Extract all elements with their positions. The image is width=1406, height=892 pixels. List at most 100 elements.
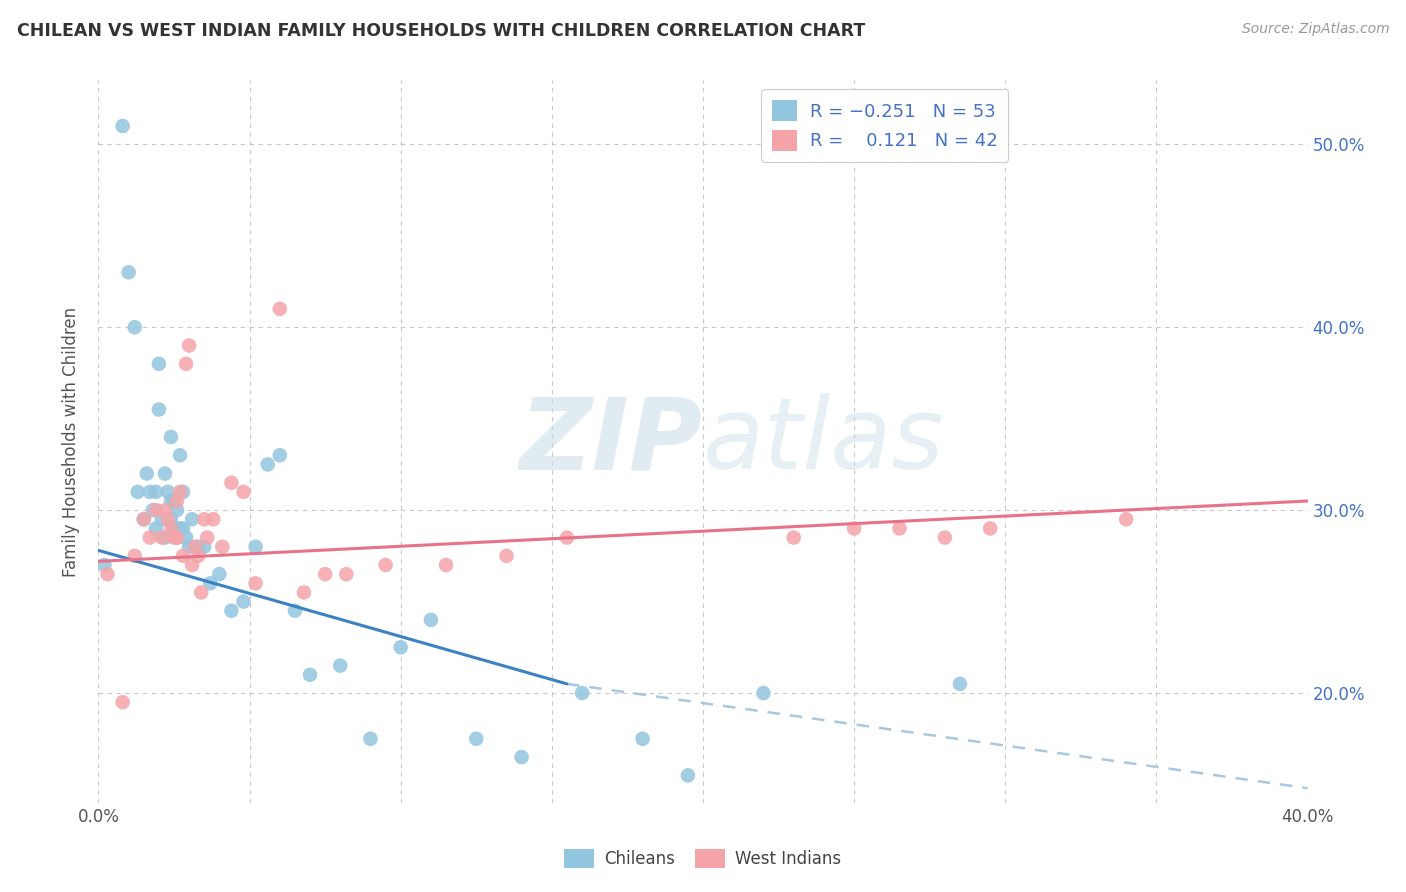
Point (221, 475, 243, 490)
Point (96, 567, 118, 582)
Point (1115, 512, 1137, 526)
Point (124, 320, 146, 334)
Point (752, 686, 775, 700)
Point (150, 512, 173, 526)
Point (163, 494, 186, 508)
Point (389, 640, 412, 655)
Point (160, 494, 183, 508)
Point (145, 503, 167, 517)
Point (163, 521, 186, 535)
Point (160, 521, 183, 535)
Point (172, 484, 194, 499)
Point (193, 512, 215, 526)
Point (420, 613, 443, 627)
Y-axis label: Family Households with Children: Family Households with Children (62, 307, 80, 576)
Point (148, 357, 170, 371)
Point (172, 549, 194, 563)
Text: atlas: atlas (703, 393, 945, 490)
Point (299, 667, 322, 681)
Point (374, 558, 396, 572)
Point (269, 301, 291, 316)
Legend: Chileans, West Indians: Chileans, West Indians (558, 842, 848, 875)
Point (292, 585, 315, 599)
Point (256, 458, 278, 472)
Point (132, 512, 155, 526)
Point (190, 585, 212, 599)
Point (181, 512, 204, 526)
Point (631, 731, 654, 746)
Point (202, 512, 225, 526)
Point (181, 558, 204, 572)
Point (169, 448, 191, 462)
Point (148, 402, 170, 417)
Point (335, 567, 357, 582)
Point (166, 531, 188, 545)
Point (245, 540, 267, 554)
Point (360, 731, 382, 746)
Point (676, 768, 699, 782)
Point (314, 567, 336, 582)
Point (495, 549, 517, 563)
Point (889, 521, 911, 535)
Point (139, 484, 162, 499)
Point (232, 484, 254, 499)
Point (145, 521, 167, 535)
Point (187, 540, 209, 554)
Point (145, 484, 167, 499)
Point (179, 540, 201, 554)
Point (169, 484, 191, 499)
Point (156, 484, 179, 499)
Text: CHILEAN VS WEST INDIAN FAMILY HOUSEHOLDS WITH CHILDREN CORRELATION CHART: CHILEAN VS WEST INDIAN FAMILY HOUSEHOLDS… (17, 22, 865, 40)
Point (979, 521, 1001, 535)
Point (172, 521, 194, 535)
Point (269, 448, 291, 462)
Point (132, 512, 155, 526)
Point (783, 531, 806, 545)
Point (208, 567, 231, 582)
Point (200, 576, 222, 591)
Point (124, 549, 146, 563)
Point (111, 119, 134, 133)
Point (142, 503, 165, 517)
Text: Source: ZipAtlas.com: Source: ZipAtlas.com (1241, 22, 1389, 37)
Point (555, 531, 578, 545)
Point (844, 521, 866, 535)
Point (284, 604, 307, 618)
Point (329, 658, 352, 673)
Point (166, 494, 188, 508)
Point (193, 540, 215, 554)
Point (111, 695, 134, 709)
Point (211, 540, 233, 554)
Point (153, 467, 176, 481)
Point (232, 594, 254, 608)
Point (187, 549, 209, 563)
Point (934, 531, 956, 545)
Point (160, 512, 183, 526)
Point (139, 531, 162, 545)
Point (160, 430, 183, 444)
Point (163, 531, 186, 545)
Point (245, 576, 267, 591)
Legend: R = −0.251   N = 53, R =    0.121   N = 42: R = −0.251 N = 53, R = 0.121 N = 42 (761, 89, 1008, 161)
Point (156, 512, 179, 526)
Point (169, 521, 191, 535)
Point (184, 540, 207, 554)
Point (166, 503, 188, 517)
Point (465, 731, 488, 746)
Point (179, 338, 201, 352)
Point (174, 357, 197, 371)
Point (118, 265, 141, 279)
Point (221, 604, 243, 618)
Point (434, 558, 457, 572)
Point (510, 750, 533, 764)
Point (153, 531, 176, 545)
Point (949, 677, 972, 691)
Point (166, 531, 188, 545)
Point (127, 484, 149, 499)
Point (153, 503, 176, 517)
Point (571, 686, 593, 700)
Point (150, 531, 173, 545)
Point (93, 558, 115, 572)
Text: ZIP: ZIP (520, 393, 703, 490)
Point (135, 467, 157, 481)
